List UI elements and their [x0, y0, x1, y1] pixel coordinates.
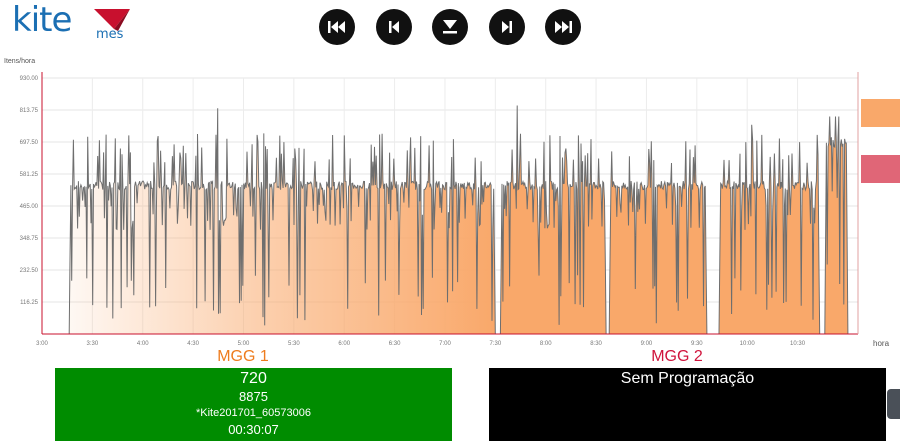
x-tick-label: 10:30 — [790, 341, 806, 347]
machine-1-order: *Kite201701_60573006 — [195, 407, 311, 419]
logo-wordmark: kite — [12, 0, 72, 40]
y-tick-label: 930.00 — [20, 76, 39, 82]
x-tick-label: 3:30 — [87, 341, 99, 347]
side-panel-toggle[interactable] — [887, 389, 900, 419]
skip-first-icon — [328, 21, 345, 33]
x-tick-label: 8:00 — [540, 341, 552, 347]
y-tick-label: 348.75 — [20, 236, 39, 242]
kite-mes-logo: kite mes — [12, 0, 137, 44]
area-segment-5 — [824, 116, 848, 334]
machine-1-title: MGG 1 — [217, 348, 269, 365]
series-line-5 — [824, 116, 849, 335]
x-tick-label: 5:30 — [288, 341, 300, 347]
x-tick-label: 10:00 — [740, 341, 756, 347]
x-tick-label: 5:00 — [238, 341, 250, 347]
machine-1-time: 00:30:07 — [228, 422, 279, 437]
series-line-1 — [68, 108, 496, 335]
logo-subtitle: mes — [96, 27, 124, 42]
x-tick-label: 7:00 — [439, 341, 451, 347]
x-tick-label: 8:30 — [590, 341, 602, 347]
machine-1-rate: 720 — [240, 370, 267, 387]
logo-mark-icon — [94, 9, 130, 31]
legend-swatch-1 — [861, 99, 900, 127]
x-tick-label: 3:00 — [36, 341, 48, 347]
area-segment-2 — [500, 105, 607, 334]
previous-button[interactable] — [376, 9, 412, 45]
x-tick-label: 9:30 — [691, 341, 703, 347]
x-tick-label: 6:00 — [338, 341, 350, 347]
download-icon — [443, 20, 457, 34]
x-tick-label: 4:00 — [137, 341, 149, 347]
series-line-3 — [608, 141, 708, 335]
chart-areas — [68, 105, 849, 335]
y-axis-label: Itens/hora — [4, 58, 35, 65]
machine-1-count: 8875 — [239, 389, 268, 404]
x-tick-label: 9:00 — [641, 341, 653, 347]
machine-2-status: Sem Programação — [620, 370, 755, 387]
x-tick-label: 7:30 — [489, 341, 501, 347]
download-button[interactable] — [432, 9, 468, 45]
legend-swatch-2 — [861, 155, 900, 183]
series-line-2 — [499, 105, 607, 335]
y-tick-label: 813.75 — [20, 108, 39, 114]
skip-last-icon — [555, 21, 572, 33]
machine-2-panel[interactable]: Sem Programação — [489, 368, 886, 441]
y-tick-label: 465.00 — [20, 204, 39, 210]
skip-previous-icon — [389, 21, 399, 33]
y-tick-label: 232.50 — [20, 268, 39, 274]
area-segment-1 — [69, 108, 496, 334]
series-line-4 — [718, 124, 821, 335]
chart-axes: 930.00 813.75 697.50 581.25 465.00 348.75 232.… — [20, 72, 859, 347]
machine-1-panel[interactable]: 720 8875 *Kite201701_60573006 00:30:07 — [55, 368, 452, 441]
x-tick-label: 6:30 — [389, 341, 401, 347]
navigation-controls — [0, 0, 900, 50]
y-tick-label: 697.50 — [20, 140, 39, 146]
y-tick-label: 116.25 — [20, 300, 39, 306]
skip-next-icon — [502, 21, 512, 33]
y-tick-label: 581.25 — [20, 172, 39, 178]
first-button[interactable] — [319, 9, 355, 45]
x-tick-label: 4:30 — [187, 341, 199, 347]
machine-2-title: MGG 2 — [651, 348, 703, 365]
x-axis-label: hora — [873, 339, 890, 348]
last-button[interactable] — [545, 9, 581, 45]
area-segment-3 — [609, 141, 707, 334]
production-rate-chart: 930.00 813.75 697.50 581.25 465.00 348.75 232.… — [4, 58, 900, 348]
next-button[interactable] — [489, 9, 525, 45]
